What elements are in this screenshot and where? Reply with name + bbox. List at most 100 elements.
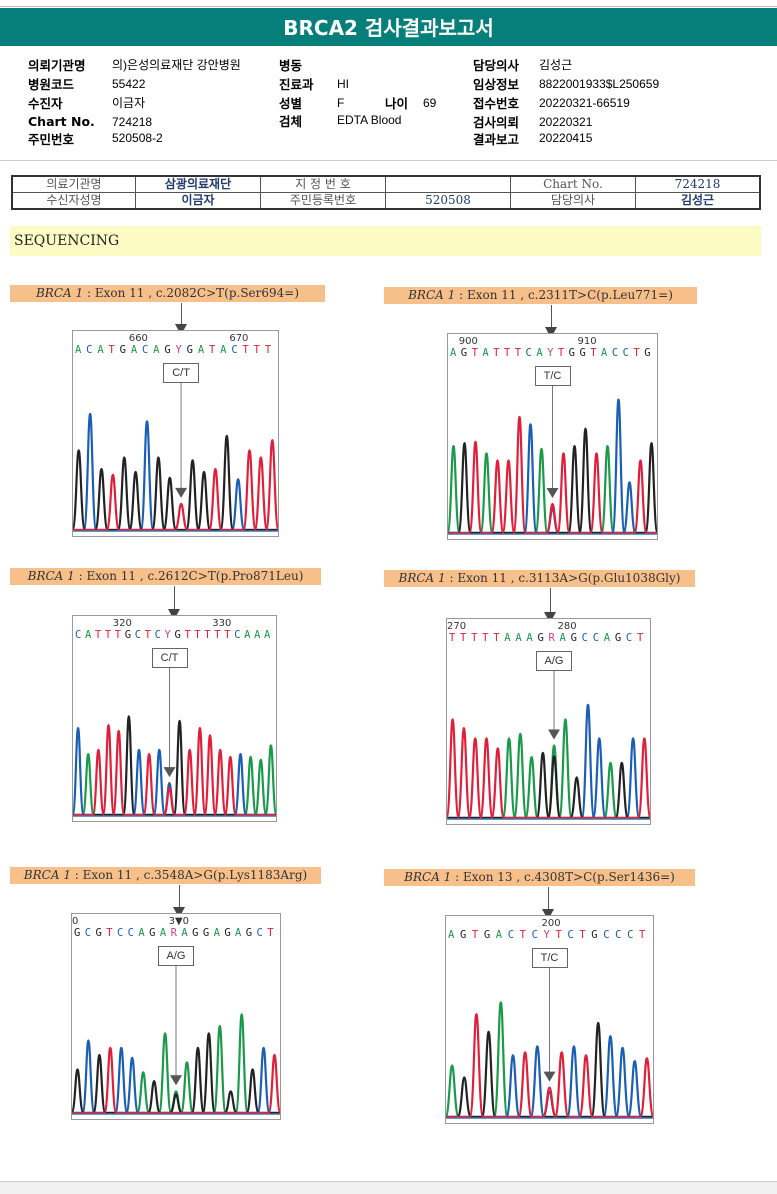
table-cell: 724218	[635, 175, 761, 193]
info-label: 병원코드	[28, 77, 75, 92]
info-label: 진료과	[279, 77, 314, 92]
base-call: C	[603, 929, 611, 941]
trace-G	[73, 715, 276, 817]
base-call: R	[170, 927, 179, 939]
base-call: C	[611, 347, 620, 359]
base-call: A	[254, 629, 262, 641]
info-value: 55422	[112, 76, 146, 91]
table-cell: 520508	[385, 192, 511, 210]
genotype-call-box: A/G	[158, 946, 194, 966]
table-cell: 의료기관명	[11, 175, 136, 193]
pointer-line	[174, 586, 175, 611]
base-call: C	[567, 929, 575, 941]
arrow-down-icon	[163, 767, 176, 778]
base-call: C	[142, 344, 150, 356]
genotype-call-box: T/C	[531, 948, 568, 968]
base-call: T	[184, 629, 192, 641]
base-call: G	[224, 927, 232, 939]
trace-G	[73, 434, 278, 532]
base-call: G	[174, 629, 182, 641]
info-label: 담당의사	[473, 58, 520, 73]
gene-name: BRCA 1	[35, 286, 84, 300]
base-call: C	[531, 929, 539, 941]
trace-T	[448, 415, 657, 535]
info-value: 20220321-66519	[539, 95, 630, 110]
base-call: G	[149, 927, 157, 939]
arrow-down-icon	[548, 729, 561, 740]
base-call: G	[245, 927, 254, 939]
base-call: A	[526, 632, 534, 644]
base-call: A	[495, 929, 504, 941]
pointer-line	[548, 887, 549, 911]
variant-description: : Exon 13 , c.4308T>C(p.Ser1436=)	[451, 870, 675, 884]
variant-label: BRCA 1 : Exon 11 , c.2311T>C(p.Leu771=)	[384, 287, 697, 304]
base-call: A	[536, 347, 544, 359]
info-column-1: 의뢰기관명 의)은성의료재단 강안병원 병원코드 55422 수진자 이금자 Char…	[28, 55, 241, 147]
base-call: G	[591, 929, 599, 941]
trace-T	[73, 438, 278, 532]
base-call: T	[514, 347, 523, 359]
base-call: G	[570, 632, 579, 644]
base-call: T	[460, 632, 468, 644]
pointer-line	[550, 588, 551, 614]
base-call: G	[186, 344, 195, 356]
trace-G	[72, 1032, 280, 1115]
info-label: 수진자	[28, 96, 63, 111]
info-label: 검사의뢰	[473, 115, 520, 130]
base-call: G	[164, 344, 172, 356]
table-cell: 이금자	[135, 192, 261, 210]
base-call: C	[231, 344, 239, 356]
info-label: 임상정보	[473, 77, 520, 92]
base-call: T	[214, 629, 222, 641]
base-call: Y	[175, 344, 183, 356]
base-call: T	[493, 347, 501, 359]
base-call: T	[267, 927, 275, 939]
base-call: G	[644, 347, 652, 359]
base-call: G	[568, 347, 577, 359]
arrow-down-icon	[170, 1075, 182, 1086]
base-call: T	[242, 344, 250, 356]
info-label: 결과보고	[473, 131, 520, 147]
trace-T	[72, 1046, 280, 1115]
base-call: C	[75, 629, 83, 641]
variant-label: BRCA 1 : Exon 11 , c.2082C>T(p.Ser694=)	[10, 285, 325, 302]
variant-label: BRCA 1 : Exon 11 , c.3113A>G(p.Glu1038Gl…	[384, 570, 695, 587]
base-call: R	[548, 632, 556, 644]
trace-G	[446, 1021, 653, 1119]
base-call: T	[108, 344, 116, 356]
genotype-call-box: T/C	[534, 366, 571, 386]
arrow-down-icon	[168, 609, 180, 620]
base-call: T	[204, 629, 212, 641]
pointer-line	[181, 303, 182, 326]
info-label: 접수번호	[473, 96, 520, 111]
variant-description: : Exon 11 , c.2612C>T(p.Pro871Leu)	[74, 569, 304, 583]
chromatogram: 0 3▼0 G C G T C C A G A R A G G A G A G C T A/G	[71, 913, 281, 1120]
base-call: C	[592, 632, 601, 644]
position-label: 670	[229, 333, 249, 344]
top-border	[0, 0, 777, 7]
arrow-down-icon	[543, 1071, 556, 1082]
base-call: A	[197, 344, 206, 356]
position-label: 3▼0	[168, 916, 190, 927]
base-call: C	[234, 629, 242, 641]
arrow-down-icon	[173, 907, 185, 918]
base-call: C	[256, 927, 264, 939]
pointer-line	[551, 305, 552, 329]
table-row: 의료기관명 삼광의료재단 지 정 번 호 Chart No. 724218	[11, 175, 761, 193]
info-column-2: 병동 진료과 HI 성별 F 나이 69 검체 EDTA Blood	[279, 55, 436, 129]
base-call: T	[471, 347, 479, 359]
trace-A	[446, 1001, 653, 1119]
arrow-down-icon	[546, 488, 559, 498]
base-call: A	[603, 632, 612, 644]
info-label: 의뢰기관명	[28, 58, 86, 73]
base-call: Y	[543, 929, 551, 941]
base-call: C	[625, 632, 634, 644]
info-value: 20220321	[539, 114, 593, 129]
base-call: A	[601, 347, 609, 359]
genotype-call-box: C/T	[163, 363, 200, 383]
base-call: T	[106, 927, 114, 939]
base-call: C	[84, 927, 93, 939]
base-call: C	[127, 927, 136, 939]
base-call: Y	[547, 347, 555, 359]
base-call: T	[633, 347, 641, 359]
